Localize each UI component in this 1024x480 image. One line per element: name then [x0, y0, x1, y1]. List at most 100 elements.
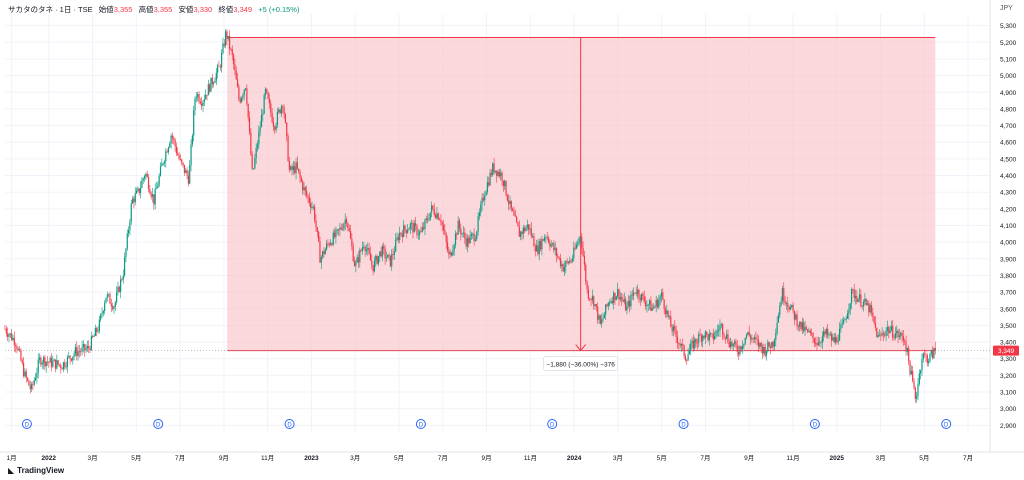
- x-tick-label: 2025: [830, 455, 845, 462]
- candle-body: [209, 84, 211, 92]
- candle-body: [870, 305, 873, 313]
- candle-body: [129, 221, 131, 230]
- candle-body: [316, 227, 318, 232]
- candle-body: [242, 95, 244, 98]
- candle-body: [145, 173, 147, 177]
- candle-body: [323, 251, 325, 255]
- candle-body: [193, 110, 195, 136]
- candle-body: [684, 356, 687, 361]
- candle-body: [615, 296, 617, 300]
- dividend-marker[interactable]: D: [809, 419, 820, 429]
- last-price-tag: [993, 345, 1019, 356]
- candle-body: [232, 55, 235, 65]
- candle-body: [562, 264, 564, 272]
- candle-body: [399, 232, 401, 240]
- measure-label: −1,880 (−36.00%) −376: [546, 362, 615, 369]
- candle-body: [377, 256, 380, 264]
- candle-body: [886, 327, 889, 331]
- candle-body: [155, 188, 158, 189]
- candle-body: [909, 361, 911, 375]
- candle-body: [227, 35, 229, 39]
- candle-body: [490, 172, 493, 175]
- candle-body: [282, 106, 284, 108]
- candle-body: [165, 151, 167, 162]
- candle-body: [77, 351, 79, 357]
- dividend-marker[interactable]: D: [678, 419, 689, 429]
- candle-body: [610, 300, 612, 303]
- dividend-marker[interactable]: D: [284, 419, 295, 429]
- candle-body: [375, 255, 377, 261]
- candle-body: [805, 327, 807, 330]
- candle-body: [272, 122, 275, 127]
- candle-body: [579, 237, 582, 238]
- candle-body: [890, 325, 893, 331]
- candle-body: [908, 348, 910, 362]
- candle-body: [311, 206, 313, 208]
- dividend-marker[interactable]: D: [153, 419, 164, 429]
- candle-body: [345, 219, 348, 224]
- candle-body: [652, 307, 655, 309]
- candle-body: [44, 357, 46, 367]
- candle-body: [764, 346, 766, 356]
- candle-body: [929, 353, 931, 362]
- candle-body: [295, 162, 297, 173]
- candle-body: [389, 255, 392, 267]
- candle-body: [788, 306, 790, 310]
- candle-body: [466, 238, 469, 247]
- candle-body: [251, 154, 253, 169]
- candle-body: [593, 296, 595, 306]
- candle-body: [150, 193, 152, 197]
- candle-body: [260, 115, 263, 128]
- candle-body: [876, 327, 878, 338]
- candle-body: [611, 300, 613, 304]
- candle-body: [122, 275, 124, 280]
- candle-body: [735, 341, 737, 346]
- candle-body: [567, 261, 570, 264]
- candle-body: [332, 232, 334, 245]
- dividend-marker[interactable]: D: [415, 419, 426, 429]
- candle-body: [446, 242, 449, 251]
- brand[interactable]: ◣ TradingView: [8, 466, 64, 475]
- dividend-marker[interactable]: D: [21, 419, 32, 429]
- candle-body: [704, 331, 706, 339]
- candle-body: [432, 205, 434, 209]
- candle-body: [691, 340, 693, 344]
- candle-body: [707, 333, 709, 341]
- dividend-marker-label: D: [287, 422, 292, 428]
- y-tick-label: 4,800: [1000, 106, 1017, 113]
- candle-body: [862, 301, 865, 307]
- dividend-marker-circle: [284, 419, 295, 429]
- candle-body: [157, 185, 159, 189]
- candle-body: [206, 94, 208, 96]
- candle-body: [460, 228, 462, 235]
- candle-body: [852, 289, 854, 290]
- candle-body: [379, 251, 381, 257]
- candle-body: [550, 244, 552, 247]
- candle-body: [924, 353, 926, 355]
- candle-body: [484, 195, 486, 201]
- change-value: +5 (+0.15%): [258, 5, 300, 14]
- candle-body: [133, 198, 135, 203]
- candle-body: [24, 371, 26, 377]
- candle-body: [651, 307, 653, 311]
- dividend-marker[interactable]: D: [547, 419, 558, 429]
- candle-body: [631, 294, 633, 296]
- candle-body: [472, 233, 474, 235]
- candle-body: [533, 235, 535, 247]
- candle-body: [244, 88, 247, 90]
- dividend-marker-circle: [415, 419, 426, 429]
- dividend-marker[interactable]: D: [941, 419, 952, 429]
- candle-body: [73, 353, 75, 357]
- candle-body: [34, 377, 37, 381]
- candle-body: [575, 244, 578, 249]
- candle-body: [916, 395, 918, 399]
- candle-body: [315, 220, 317, 228]
- candle-body: [430, 205, 433, 213]
- candle-body: [541, 239, 543, 250]
- measure-label-box: [543, 356, 618, 371]
- candle-body: [236, 79, 239, 87]
- candle-body: [30, 383, 33, 390]
- candle-body: [819, 342, 821, 344]
